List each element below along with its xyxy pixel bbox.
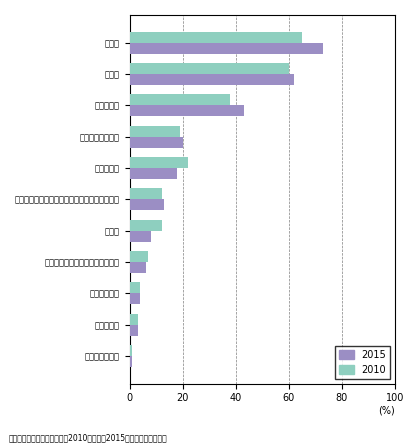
Bar — [130, 293, 140, 304]
Bar — [130, 43, 323, 54]
Bar — [130, 324, 138, 336]
Bar — [130, 188, 162, 199]
Legend: 2015, 2010: 2015, 2010 — [335, 346, 390, 379]
Bar — [130, 74, 294, 85]
Bar — [130, 251, 148, 262]
Bar — [130, 262, 146, 273]
Bar — [130, 314, 138, 324]
Bar — [130, 94, 230, 105]
Bar — [130, 63, 289, 74]
Bar — [130, 220, 162, 231]
Bar — [130, 356, 132, 367]
Bar — [130, 345, 132, 356]
Bar — [130, 231, 151, 242]
Bar — [130, 282, 140, 293]
Bar — [130, 137, 183, 148]
Bar — [130, 32, 302, 43]
Bar — [130, 199, 164, 210]
Bar — [130, 168, 177, 179]
Bar — [130, 125, 180, 137]
Bar — [130, 157, 188, 168]
Text: (%): (%) — [378, 406, 395, 416]
Text: 資料：外資系企業動向調査（2010年実績、2015年実績）から引用。: 資料：外資系企業動向調査（2010年実績、2015年実績）から引用。 — [8, 434, 167, 443]
Bar — [130, 105, 244, 116]
